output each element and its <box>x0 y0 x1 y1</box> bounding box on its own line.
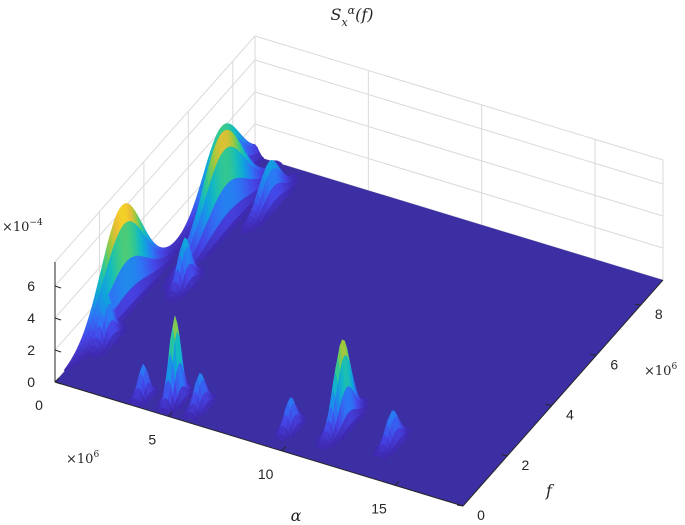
z-tick-label: 4 <box>27 310 35 326</box>
z-tick-label: 0 <box>27 374 35 390</box>
z-tick-label: 2 <box>27 342 35 358</box>
surface-patch <box>177 404 183 411</box>
surface-patch <box>257 222 263 228</box>
f-tick <box>456 504 464 507</box>
grid-line <box>54 59 256 287</box>
surface-patch <box>112 340 118 347</box>
surface-patch <box>383 454 389 461</box>
surface-patch <box>199 410 205 417</box>
surface-patch <box>285 431 291 440</box>
surface-patch <box>331 442 337 448</box>
x-exponent-label: ×106 <box>66 450 99 467</box>
surface-patch <box>175 295 181 302</box>
alpha-tick-label: 15 <box>371 500 387 516</box>
f-tick-label: 0 <box>477 507 485 523</box>
f-axis <box>462 279 664 507</box>
surface-patch <box>204 253 210 260</box>
surface-patch <box>92 353 98 360</box>
z-exponent-label: ×10−4 <box>2 218 43 235</box>
surface-patch <box>83 353 89 360</box>
surface-patch <box>389 449 395 456</box>
chart-title: Sxα(f) <box>330 4 373 29</box>
surface-patch <box>143 400 149 407</box>
grid-line <box>254 59 664 185</box>
y-axis-label: f <box>545 481 555 500</box>
alpha-tick-label: 0 <box>35 397 43 413</box>
surface-patch <box>339 435 345 441</box>
z-tick <box>54 349 62 353</box>
surface-patch <box>171 297 177 304</box>
f-tick <box>545 404 552 407</box>
f-tick-label: 6 <box>610 356 618 372</box>
surface-patch <box>63 367 69 372</box>
alpha-tick <box>54 377 60 383</box>
grid-line <box>254 35 664 161</box>
alpha-tick <box>167 412 173 417</box>
f-tick-label: 2 <box>522 457 530 473</box>
z-tick-label: 6 <box>27 278 35 294</box>
surface-patch <box>68 365 74 371</box>
surface-patch <box>322 445 328 451</box>
surface-patch <box>101 349 107 356</box>
x-axis-label: α <box>291 506 302 525</box>
z-tick <box>54 317 62 321</box>
surface-patch <box>242 230 248 235</box>
surface-patch <box>290 431 296 439</box>
alpha-tick-label: 10 <box>258 466 274 482</box>
surface <box>55 123 663 506</box>
surface-patch <box>326 442 332 450</box>
surface-patch <box>179 293 185 300</box>
surface-patch <box>97 351 103 358</box>
surface-patch <box>192 415 198 422</box>
f-tick-label: 4 <box>566 407 574 423</box>
surface-patch <box>191 284 197 291</box>
grid-line <box>54 35 256 263</box>
y-exponent-label: ×106 <box>644 362 677 379</box>
surface-patch <box>163 409 169 416</box>
surface-floor <box>55 156 663 506</box>
z-tick <box>54 285 62 289</box>
alpha-tick <box>394 480 400 486</box>
surface-patch <box>74 360 80 367</box>
alpha-tick-label: 5 <box>148 431 156 447</box>
f-tick <box>634 303 641 306</box>
f-tick <box>501 454 508 457</box>
alpha-tick <box>281 446 287 452</box>
surface-patch <box>246 227 252 234</box>
surface-patch <box>281 435 287 442</box>
surface-patch <box>251 225 257 232</box>
f-tick <box>590 353 597 356</box>
f-tick-label: 8 <box>655 306 663 322</box>
tick-labels: 0 2 4 6 0 5 10 15 0 2 4 6 8 <box>27 262 664 523</box>
